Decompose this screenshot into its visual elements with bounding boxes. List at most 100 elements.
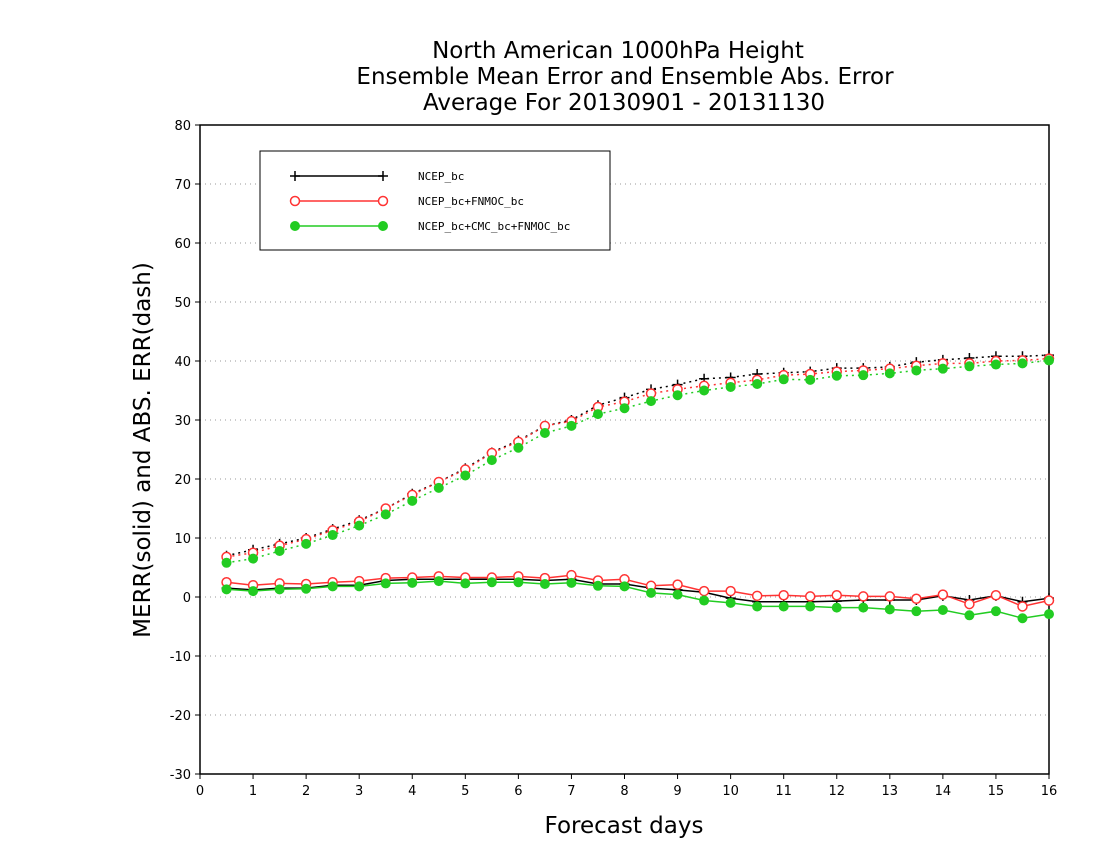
- merr-point: [911, 593, 922, 605]
- x-tick-label: 4: [408, 784, 416, 799]
- merr-point: [964, 610, 975, 621]
- merr-point: [513, 577, 524, 588]
- y-tick-label: 60: [174, 237, 191, 252]
- merr-point: [964, 598, 975, 610]
- merr-point: [646, 587, 657, 598]
- abs-err-point: [752, 379, 763, 390]
- abs-err-point: [592, 409, 603, 420]
- merr-line: [226, 574, 1050, 608]
- abs-err-point: [354, 520, 365, 531]
- merr-point: [698, 585, 710, 597]
- abs-err-point: [221, 557, 232, 568]
- y-tick-label: -30: [170, 768, 191, 783]
- merr-point: [858, 602, 869, 613]
- x-tick-label: 9: [673, 784, 681, 799]
- x-tick-label: 15: [988, 784, 1005, 799]
- abs-err-point: [672, 390, 683, 401]
- series-layer: [221, 350, 1055, 624]
- merr-point: [778, 589, 789, 601]
- y-tick-label: -20: [170, 709, 191, 724]
- abs-err-point: [486, 455, 497, 466]
- abs-err-point: [884, 368, 895, 379]
- abs-err-point: [964, 361, 975, 372]
- merr-point: [884, 604, 895, 615]
- abs-err-point: [513, 442, 524, 453]
- merr-point: [990, 606, 1001, 617]
- merr-point: [831, 589, 842, 601]
- y-tick-label: 80: [174, 119, 191, 134]
- abs-err-point: [539, 427, 550, 438]
- abs-err-line: [226, 357, 1050, 558]
- x-tick-label: 1: [249, 784, 257, 799]
- abs-err-point: [619, 403, 630, 414]
- x-tick-label: 14: [935, 784, 952, 799]
- abs-err-point: [248, 553, 259, 564]
- merr-point: [699, 595, 710, 606]
- merr-point: [274, 584, 285, 595]
- merr-point: [752, 601, 763, 612]
- abs-err-point: [301, 538, 312, 549]
- grid-lines: [200, 183, 1049, 716]
- x-tick-label: 6: [514, 784, 522, 799]
- y-tick-label: 0: [183, 591, 191, 606]
- merr-point: [221, 584, 232, 595]
- y-tick-label: -10: [170, 650, 191, 665]
- abs-err-point: [646, 396, 657, 407]
- x-tick-label: 16: [1041, 784, 1058, 799]
- merr-point: [1017, 613, 1028, 624]
- x-axis-label: Forecast days: [545, 813, 704, 839]
- abs-err-point: [433, 482, 444, 493]
- chart-title: North American 1000hPa Height Ensemble M…: [356, 38, 894, 116]
- y-tick-label: 20: [174, 473, 191, 488]
- abs-err-point: [327, 530, 338, 541]
- abs-err-point: [274, 545, 285, 556]
- legend-marker: [290, 171, 300, 181]
- legend-label: NCEP_bc+FNMOC_bc: [418, 195, 524, 208]
- x-tick-label: 3: [355, 784, 363, 799]
- legend-marker: [289, 195, 301, 207]
- merr-point: [1017, 601, 1028, 612]
- x-tick-label: 10: [722, 784, 739, 799]
- merr-point: [380, 578, 391, 589]
- abs-err-point: [380, 509, 391, 520]
- x-tick-label: 7: [567, 784, 575, 799]
- abs-err-line: [226, 359, 1050, 564]
- abs-err-point: [911, 365, 922, 376]
- merr-point: [937, 589, 949, 600]
- merr-point: [248, 586, 259, 597]
- merr-point: [301, 583, 312, 594]
- legend: NCEP_bc NCEP_bc+FNMOC_bc NCEP_bc+CMC_bc+FN…: [259, 150, 611, 251]
- abs-err-point: [990, 359, 1001, 370]
- abs-err-point: [1044, 355, 1054, 366]
- merr-point: [990, 589, 1002, 601]
- merr-point: [407, 577, 418, 588]
- x-tick-label: 5: [461, 784, 469, 799]
- x-tick-label: 11: [775, 784, 792, 799]
- merr-point: [778, 601, 789, 612]
- chart-title-line-1: North American 1000hPa Height: [432, 38, 804, 64]
- abs-err-line: [226, 354, 1050, 557]
- x-tick-label: 2: [302, 784, 310, 799]
- abs-err-point: [699, 385, 710, 396]
- merr-point: [858, 591, 869, 602]
- y-axis-label: MERR(solid) and ABS. ERR(dash): [130, 262, 156, 638]
- merr-point: [937, 604, 948, 615]
- abs-err-point: [858, 370, 869, 381]
- y-tick-label: 10: [174, 532, 191, 547]
- merr-point: [672, 589, 683, 600]
- merr-point: [804, 591, 816, 602]
- chart-title-line-3: Average For 20130901 - 20131130: [423, 90, 825, 116]
- abs-err-point: [460, 470, 471, 481]
- legend-marker: [290, 221, 300, 231]
- series-group-2: [221, 355, 1054, 624]
- merr-point: [672, 579, 683, 590]
- merr-point: [592, 580, 603, 591]
- merr-point: [805, 601, 816, 612]
- merr-point: [433, 576, 444, 587]
- merr-point: [486, 577, 497, 588]
- merr-point: [1043, 595, 1055, 606]
- legend-marker: [378, 171, 388, 181]
- abs-err-point: [725, 381, 736, 392]
